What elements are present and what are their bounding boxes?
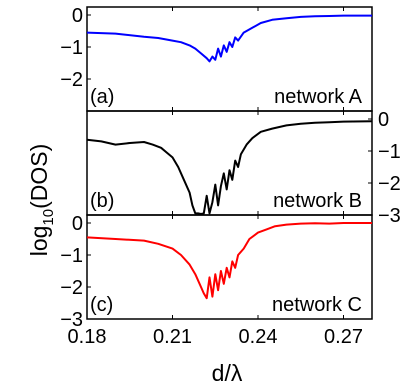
y-tick-label: −3 bbox=[378, 205, 401, 227]
y-tick-label: −2 bbox=[60, 277, 83, 299]
panel-1: 0 −1 −2 −3 (b) network B bbox=[86, 109, 401, 227]
y-tick-label: 0 bbox=[72, 213, 83, 235]
x-axis-label: d/λ bbox=[212, 360, 243, 386]
network-annotation: network B bbox=[273, 190, 362, 212]
y-tick-label: −1 bbox=[378, 141, 401, 163]
series-line bbox=[86, 120, 373, 215]
panel-2: 0 −1 −2 −3 (c) network C bbox=[60, 213, 373, 331]
network-annotation: network C bbox=[272, 294, 362, 316]
panel-0: 0 −1 −2 (a) network A bbox=[60, 5, 373, 112]
shared-y-axis-label: log10(DOS) bbox=[26, 144, 57, 257]
network-annotation: network A bbox=[274, 86, 362, 108]
y-tick-label: 0 bbox=[72, 5, 83, 27]
y-tick-label: 0 bbox=[378, 109, 389, 131]
series-line bbox=[86, 14, 372, 63]
y-tick-label: −3 bbox=[60, 309, 83, 331]
panel-label: (b) bbox=[90, 190, 114, 212]
x-tick-label: 0.27 bbox=[324, 326, 363, 348]
y-tick-label: −2 bbox=[60, 69, 83, 91]
y-tick-label: −2 bbox=[378, 173, 401, 195]
panels: 0 −1 −2 (a) network A 0 −1 −2 −3 (b) network B 0 −1 −… bbox=[60, 5, 401, 348]
panel-label: (a) bbox=[90, 86, 114, 108]
x-tick-label: 0.21 bbox=[153, 326, 192, 348]
y-tick-label: −1 bbox=[60, 245, 83, 267]
x-tick-label: 0.24 bbox=[239, 326, 278, 348]
y-tick-label: −1 bbox=[60, 37, 83, 59]
panel-label: (c) bbox=[90, 294, 113, 316]
series-line bbox=[86, 222, 372, 300]
panel-frame bbox=[86, 214, 373, 320]
x-tick-label: 0.18 bbox=[68, 326, 107, 348]
